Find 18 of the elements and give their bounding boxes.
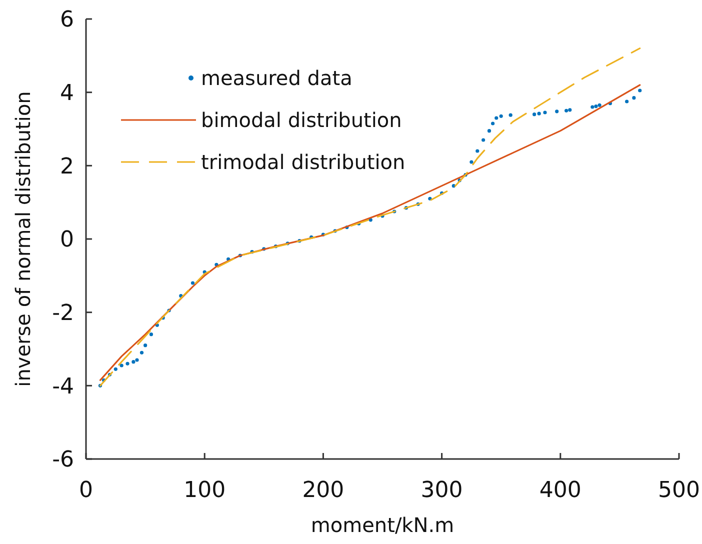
- x-tick-label: 0: [79, 478, 93, 503]
- x-tick-label: 100: [184, 478, 226, 503]
- y-axis-title: inverse of normal distribution: [11, 91, 35, 387]
- y-tick-label: -2: [52, 301, 74, 326]
- y-tick-label: 2: [60, 154, 74, 180]
- x-tick-label: 200: [302, 478, 344, 503]
- y-tick-label: 4: [60, 81, 74, 106]
- y-tick-label: 0: [60, 228, 74, 253]
- x-tick-label: 300: [420, 478, 463, 503]
- legend-label: trimodal distribution: [201, 150, 406, 174]
- x-tick-label: 400: [539, 478, 582, 503]
- x-axis-title: moment/kN.m: [310, 513, 454, 537]
- y-tick-label: -4: [52, 374, 74, 400]
- legend-label: bimodal distribution: [201, 108, 402, 132]
- y-tick-label: -6: [52, 448, 74, 473]
- legend-label: measured data: [201, 66, 352, 90]
- y-tick-label: 6: [60, 8, 74, 33]
- x-tick-label: 500: [658, 478, 700, 503]
